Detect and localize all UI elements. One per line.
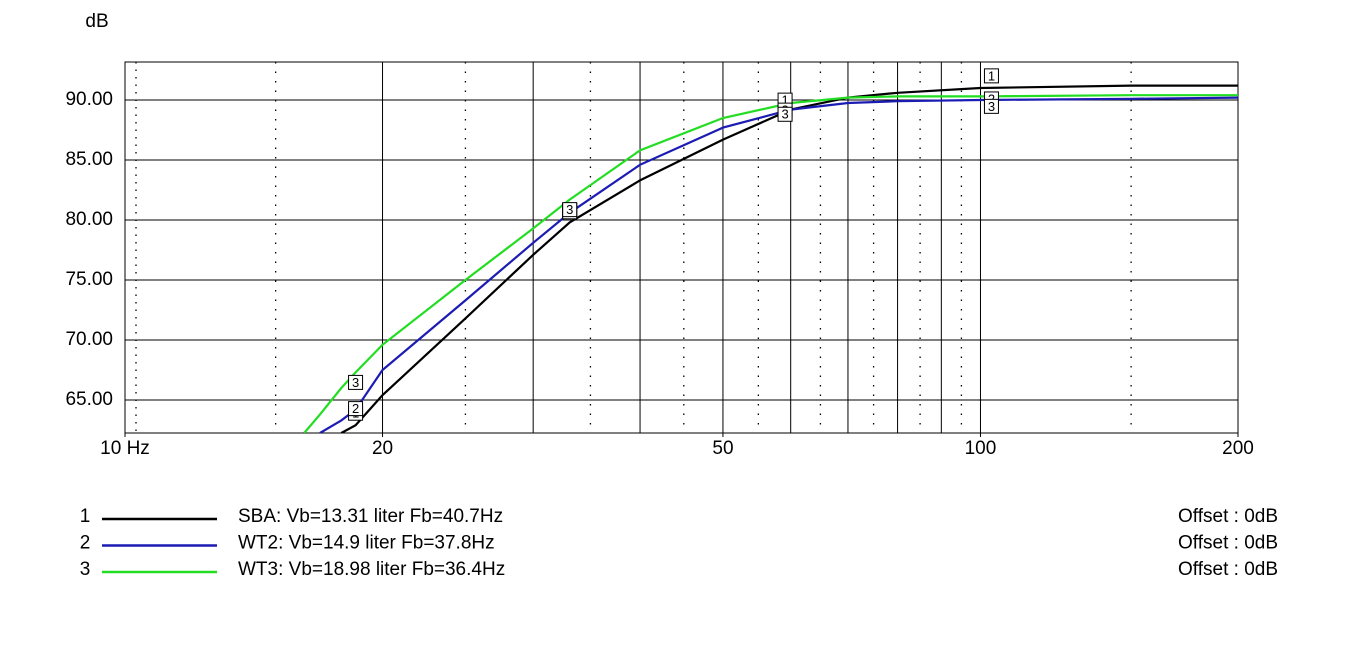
legend-offset: Offset : 0dB xyxy=(1178,533,1278,554)
legend-offset: Offset : 0dB xyxy=(1178,506,1278,527)
curve-marker-box xyxy=(562,202,578,218)
y-tick-label: 85.00 xyxy=(65,149,113,170)
y-tick-label: 75.00 xyxy=(65,269,113,290)
curve-marker-box xyxy=(348,401,364,417)
curve-marker-box xyxy=(983,98,999,114)
curve-marker-label: 1 xyxy=(988,68,995,83)
legend-offset: Offset : 0dB xyxy=(1178,559,1278,580)
plot-frame xyxy=(124,61,1239,434)
series-line xyxy=(319,96,1238,433)
x-tick-label: 10 Hz xyxy=(100,438,150,459)
y-tick-label: 80.00 xyxy=(65,209,113,230)
y-tick-label: 70.00 xyxy=(65,329,113,350)
series-line xyxy=(303,94,1238,433)
legend-id: 1 xyxy=(80,506,91,527)
plot-area xyxy=(303,84,1238,433)
curve-marker-label: 1 xyxy=(781,93,788,108)
curve-marker-label: 3 xyxy=(352,375,359,390)
legend-id: 3 xyxy=(80,559,91,580)
curve-marker-box xyxy=(348,374,364,390)
legend-label: SBA: Vb=13.31 liter Fb=40.7Hz xyxy=(238,506,503,527)
curve-marker-label: 3 xyxy=(566,202,573,217)
curve-marker-label: 3 xyxy=(988,99,995,114)
curve-marker-label: 3 xyxy=(781,107,788,122)
legend-label: WT3: Vb=18.98 liter Fb=36.4Hz xyxy=(238,559,505,580)
y-tick-label: 65.00 xyxy=(65,389,113,410)
x-tick-label: 50 xyxy=(712,438,733,459)
y-axis-label: dB xyxy=(85,11,108,32)
curve-marker-label: 2 xyxy=(352,401,359,416)
curve-marker-box xyxy=(777,106,793,122)
legend-label: WT2: Vb=14.9 liter Fb=37.8Hz xyxy=(238,533,495,554)
legend-id: 2 xyxy=(80,533,91,554)
y-tick-label: 90.00 xyxy=(65,89,113,110)
x-tick-label: 100 xyxy=(965,438,997,459)
x-tick-label: 200 xyxy=(1222,438,1254,459)
series-line xyxy=(340,84,1238,433)
curve-marker-box xyxy=(983,68,999,84)
x-tick-label: 20 xyxy=(372,438,393,459)
